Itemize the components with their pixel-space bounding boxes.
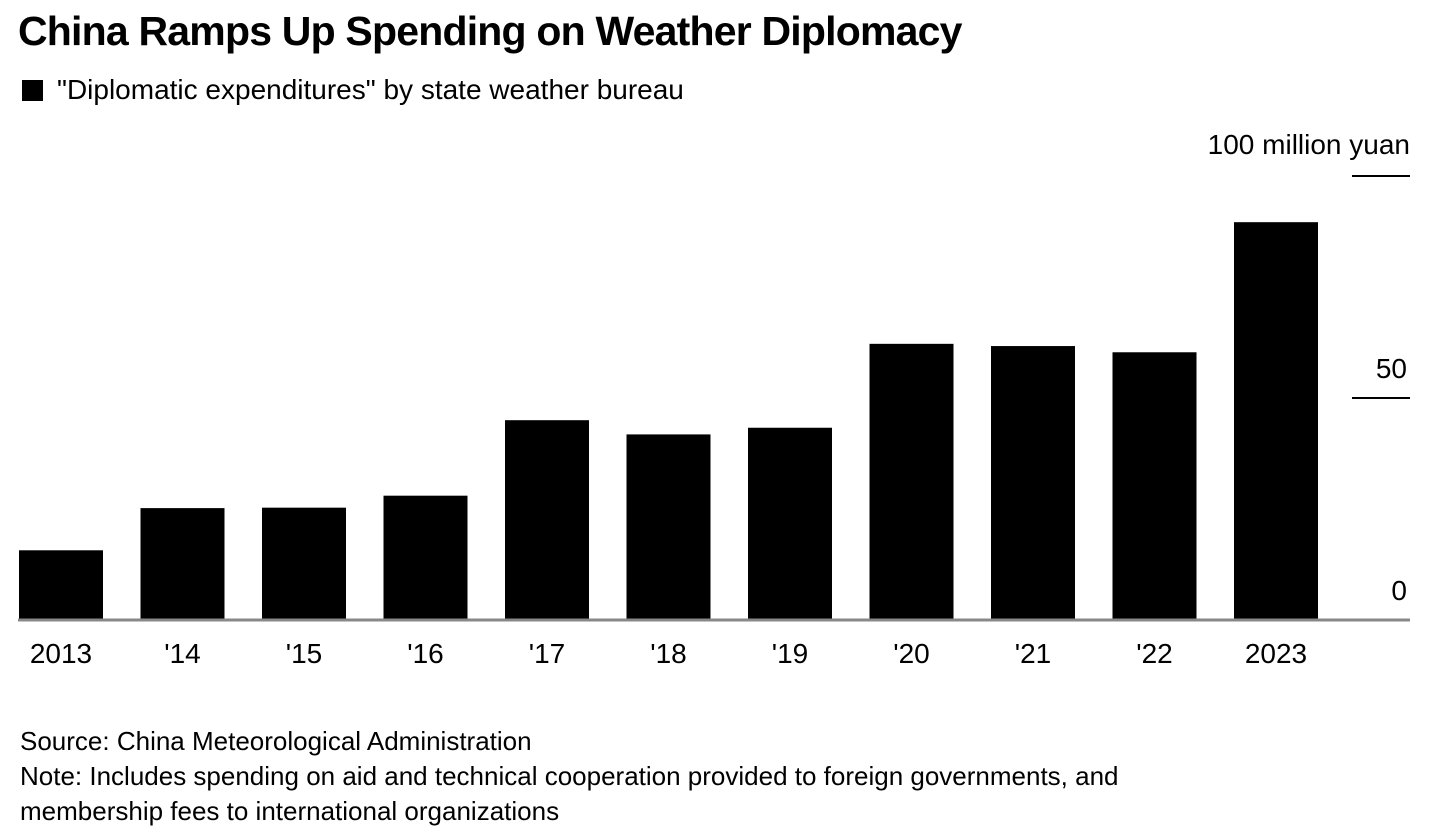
legend-label: "Diplomatic expenditures" by state weath…	[57, 74, 684, 105]
bars	[19, 222, 1318, 620]
x-tick-label: '14	[164, 638, 201, 669]
x-tick-label: '20	[893, 638, 930, 669]
bar	[19, 550, 103, 620]
chart-title: China Ramps Up Spending on Weather Diplo…	[18, 8, 962, 54]
source-text: Source: China Meteorological Administrat…	[20, 726, 532, 756]
bar	[869, 343, 954, 620]
x-axis-labels: 2013 '14 '15 '16 '17 '18 '19 '20 '21 '22 2023	[30, 638, 1307, 669]
note-text-line-2: membership fees to international organiz…	[20, 796, 560, 826]
x-tick-label: '18	[650, 638, 687, 669]
bar	[748, 427, 832, 620]
bar	[140, 508, 225, 620]
bar	[505, 420, 589, 620]
x-tick-label: '22	[1136, 638, 1173, 669]
bar	[383, 495, 468, 620]
legend: "Diplomatic expenditures" by state weath…	[22, 74, 684, 106]
y-axis-ticks: 0 50	[1352, 175, 1410, 606]
footer: Source: China Meteorological Administrat…	[20, 724, 1420, 829]
bar	[1234, 222, 1318, 620]
bar	[1112, 352, 1197, 620]
bar-chart: 100 million yuan 0 50 2013 '14 '15 '16 '17 '18…	[18, 129, 1410, 669]
y-tick-label: 0	[1391, 575, 1407, 606]
x-tick-label: '15	[286, 638, 323, 669]
bar	[991, 346, 1075, 620]
bar	[262, 507, 346, 620]
x-tick-label: 2013	[30, 638, 92, 669]
x-tick-label: '19	[772, 638, 809, 669]
unit-label: 100 million yuan	[1208, 129, 1410, 160]
legend-swatch	[22, 79, 43, 101]
bar	[626, 434, 711, 620]
x-tick-label: '21	[1015, 638, 1052, 669]
x-tick-label: 2023	[1245, 638, 1307, 669]
x-tick-label: '17	[529, 638, 566, 669]
note-text-line-1: Note: Includes spending on aid and techn…	[20, 761, 1119, 791]
y-tick-label: 50	[1376, 353, 1407, 384]
x-tick-label: '16	[407, 638, 444, 669]
